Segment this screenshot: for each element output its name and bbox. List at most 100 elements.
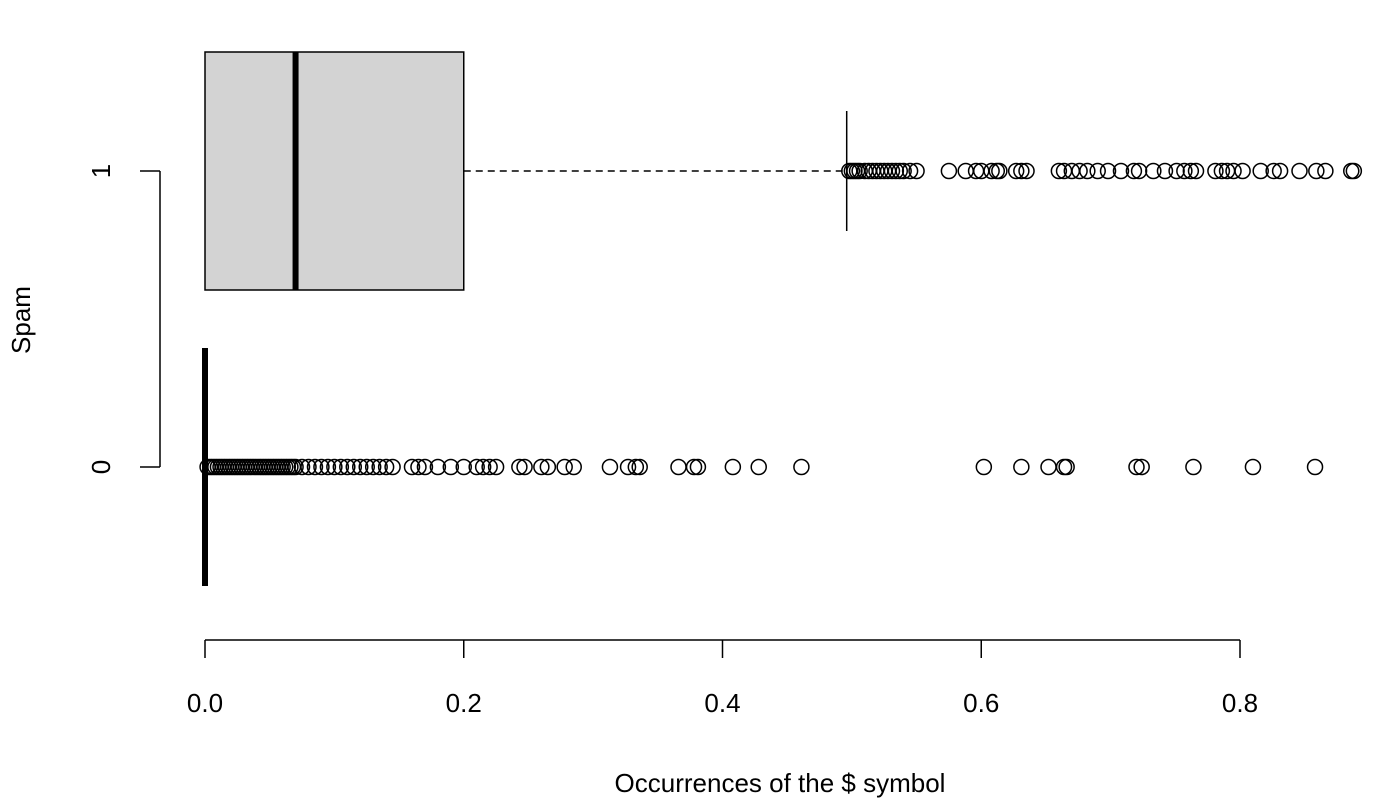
outlier-point-0 <box>975 458 993 476</box>
outlier-point-0 <box>1058 458 1075 476</box>
outlier-point-0 <box>750 458 767 476</box>
outlier-point-0 <box>1133 458 1150 476</box>
outlier-point-0 <box>332 458 350 476</box>
outlier-point-1 <box>1156 162 1174 180</box>
outlier-point-0 <box>345 458 363 476</box>
outlier-point-0 <box>377 458 395 476</box>
outlier-point-0 <box>474 458 492 476</box>
outlier-point-0 <box>384 458 401 476</box>
outlier-point-0 <box>442 458 460 476</box>
outlier-point-1 <box>1213 162 1231 180</box>
outlier-point-1 <box>1252 162 1269 180</box>
outlier-point-1 <box>940 162 958 180</box>
outlier-point-0 <box>326 458 343 476</box>
outlier-point-1 <box>891 162 908 180</box>
outlier-point-1 <box>1182 162 1200 180</box>
outlier-point-0 <box>1040 458 1057 476</box>
x-tick-label: 0.6 <box>963 688 999 718</box>
outlier-point-0 <box>689 458 707 476</box>
outlier-point-1 <box>1099 162 1117 180</box>
outlier-point-1 <box>887 162 905 180</box>
outlier-point-1 <box>1007 162 1025 180</box>
x-tick-label: 0.4 <box>704 688 740 718</box>
outlier-point-0 <box>685 458 703 476</box>
outlier-point-0 <box>358 458 375 476</box>
outlier-point-0 <box>313 458 330 476</box>
outlier-point-0 <box>319 458 337 476</box>
outlier-point-0 <box>556 458 573 476</box>
outlier-point-1 <box>851 162 868 180</box>
outlier-point-1 <box>895 162 912 180</box>
outlier-point-1 <box>1345 162 1363 180</box>
outlier-point-0 <box>410 458 427 476</box>
outlier-point-0 <box>293 458 311 476</box>
y-tick-label: 1 <box>86 164 116 178</box>
outlier-point-0 <box>352 458 369 476</box>
outlier-point-0 <box>511 458 528 476</box>
outlier-point-0 <box>619 458 637 476</box>
outlier-point-1 <box>883 162 901 180</box>
x-tick-label: 0.8 <box>1222 688 1258 718</box>
outlier-point-1 <box>1225 162 1242 180</box>
outlier-point-0 <box>724 458 742 476</box>
outlier-point-1 <box>1050 162 1068 180</box>
outlier-point-0 <box>539 458 557 476</box>
outlier-point-0 <box>670 458 687 476</box>
outlier-point-0 <box>403 458 421 476</box>
outlier-point-1 <box>1265 162 1282 180</box>
outlier-point-0 <box>416 458 434 476</box>
outlier-point-0 <box>339 458 356 476</box>
x-tick-label: 0.2 <box>446 688 482 718</box>
outlier-point-0 <box>627 458 645 476</box>
outlier-point-0 <box>1244 458 1262 476</box>
outlier-point-0 <box>468 458 485 476</box>
outlier-point-1 <box>901 162 919 180</box>
outlier-point-1 <box>1013 162 1030 180</box>
outlier-point-0 <box>793 458 810 476</box>
outlier-point-0 <box>1185 458 1202 476</box>
outlier-point-0 <box>487 458 505 476</box>
outlier-point-1 <box>908 162 925 180</box>
outlier-point-0 <box>306 458 324 476</box>
outlier-point-0 <box>364 458 382 476</box>
outlier-point-0 <box>455 458 472 476</box>
outlier-point-0 <box>1128 458 1145 476</box>
outlier-point-0 <box>1013 458 1030 476</box>
outlier-point-1 <box>1018 162 1035 180</box>
outlier-point-1 <box>1112 162 1130 180</box>
box-1 <box>204 51 465 291</box>
outlier-point-0 <box>371 458 388 476</box>
outlier-point-1 <box>1187 162 1205 180</box>
outlier-point-1 <box>1125 162 1143 180</box>
outlier-point-1 <box>991 162 1008 180</box>
outlier-point-0 <box>601 458 619 476</box>
outlier-point-1 <box>983 162 1000 180</box>
outlier-point-0 <box>516 458 533 476</box>
outlier-point-0 <box>429 458 447 476</box>
outlier-point-1 <box>1308 162 1325 180</box>
outlier-point-1 <box>1079 162 1096 180</box>
outlier-point-1 <box>1168 162 1185 180</box>
outlier-point-1 <box>1207 162 1224 180</box>
y-axis: 01 <box>86 164 161 474</box>
outliers <box>199 162 1363 476</box>
outlier-point-0 <box>533 458 550 476</box>
boxes <box>202 51 848 586</box>
outlier-point-0 <box>1306 458 1324 476</box>
outlier-point-1 <box>1145 162 1162 180</box>
outlier-point-1 <box>1071 162 1088 180</box>
outlier-point-0 <box>631 458 648 476</box>
outlier-point-1 <box>1291 162 1308 180</box>
outlier-point-1 <box>1234 162 1251 180</box>
outlier-point-1 <box>1130 162 1148 180</box>
outlier-point-1 <box>1271 162 1289 180</box>
outlier-point-1 <box>1176 162 1193 180</box>
outlier-point-0 <box>481 458 498 476</box>
outlier-point-0 <box>287 458 304 476</box>
x-tick-label: 0.0 <box>187 688 223 718</box>
outlier-point-0 <box>565 458 582 476</box>
outlier-point-1 <box>1089 162 1106 180</box>
outlier-point-1 <box>1317 162 1334 180</box>
